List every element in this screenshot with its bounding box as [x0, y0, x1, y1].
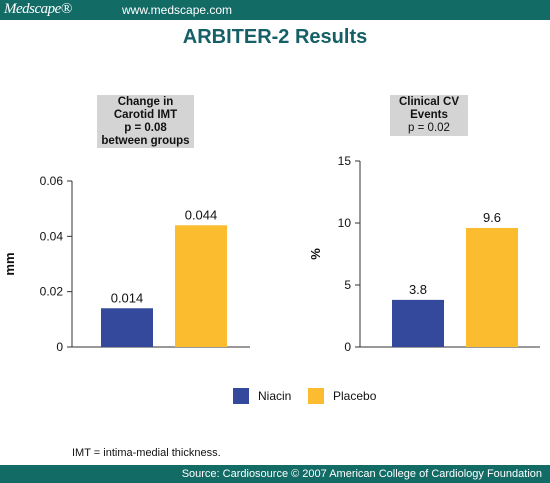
footnote: IMT = intima-medial thickness.	[72, 447, 221, 459]
panel-label-line: Events	[410, 109, 448, 121]
data-label: 0.014	[111, 290, 144, 305]
y-tick-label: 10	[338, 216, 352, 230]
legend-label-placebo: Placebo	[333, 389, 377, 403]
panel-label-line: between groups	[101, 135, 190, 147]
bar-niacin	[392, 299, 444, 347]
page-title: ARBITER-2 Results	[182, 26, 368, 48]
medscape-logo[interactable]: Medscape®	[4, 1, 72, 17]
panel-label-line: Change in	[117, 96, 174, 108]
data-label: 9.6	[483, 210, 501, 225]
data-label: 3.8	[409, 282, 427, 297]
bar-placebo	[466, 227, 518, 347]
legend-swatch-niacin	[233, 388, 249, 404]
panel-label-line: Carotid IMT	[113, 109, 178, 121]
y-tick-label: 5	[344, 278, 351, 292]
top-bar: Medscape® www.medscape.com	[0, 0, 550, 20]
panel-label-line: p = 0.02	[408, 122, 450, 134]
panel-label-line: p = 0.08	[124, 122, 167, 134]
bar-placebo	[175, 225, 227, 347]
bar-niacin	[101, 308, 153, 347]
y-tick-label: 0.02	[40, 285, 64, 299]
panel-label-line: Clinical CV	[398, 96, 460, 108]
legend-swatch-placebo	[308, 388, 324, 404]
panel-label-imt: Change in Carotid IMT p = 0.08 between g…	[97, 95, 194, 148]
y-tick-label: 0	[344, 340, 351, 354]
footer-bar: Source: Cardiosource © 2007 American Col…	[0, 465, 550, 483]
source-credit: Source: Cardiosource © 2007 American Col…	[181, 468, 542, 480]
y-tick-label: 0.04	[40, 229, 64, 243]
data-label: 0.044	[185, 207, 218, 222]
panel-label-cv-events: Clinical CV Events p = 0.02	[390, 95, 468, 136]
y-axis-label: %	[308, 248, 323, 260]
y-axis-label: mm	[2, 252, 17, 275]
y-tick-label: 15	[338, 154, 352, 168]
y-tick-label: 0	[56, 340, 63, 354]
site-url[interactable]: www.medscape.com	[122, 3, 233, 17]
y-tick-label: 0.06	[40, 174, 64, 188]
legend: Niacin Placebo	[0, 388, 550, 408]
legend-label-niacin: Niacin	[258, 389, 292, 403]
